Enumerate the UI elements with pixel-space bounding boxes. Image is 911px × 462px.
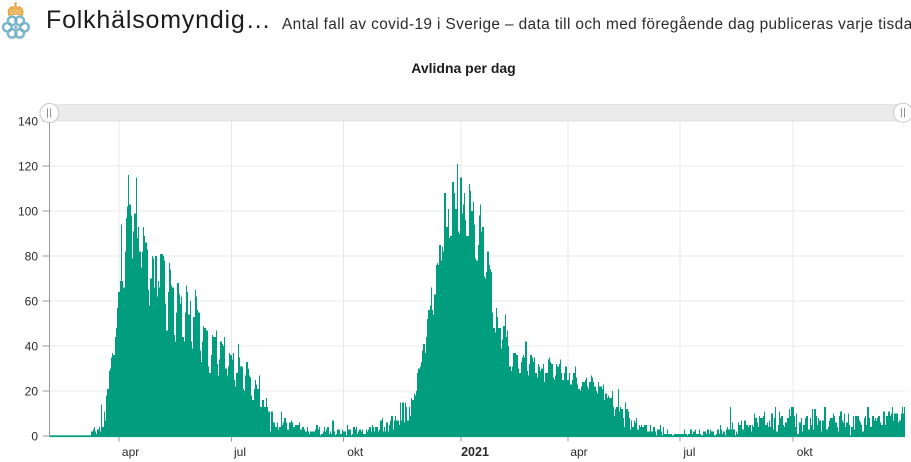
svg-text:20: 20 — [25, 384, 39, 398]
svg-text:okt: okt — [347, 445, 364, 459]
svg-text:60: 60 — [25, 294, 39, 308]
svg-text:jul: jul — [682, 445, 695, 459]
svg-text:okt: okt — [797, 445, 814, 459]
svg-text:120: 120 — [18, 159, 38, 173]
svg-text:80: 80 — [25, 249, 39, 263]
svg-text:100: 100 — [18, 204, 38, 218]
svg-text:jul: jul — [233, 445, 246, 459]
svg-text:40: 40 — [25, 339, 39, 353]
svg-text:2021: 2021 — [461, 445, 489, 459]
svg-text:apr: apr — [122, 445, 139, 459]
svg-text:140: 140 — [18, 114, 38, 128]
svg-text:apr: apr — [570, 445, 587, 459]
svg-text:0: 0 — [31, 429, 38, 443]
